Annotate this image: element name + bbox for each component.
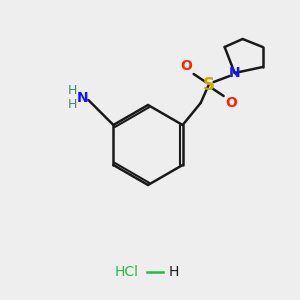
- Text: H: H: [68, 85, 77, 98]
- Text: O: O: [181, 59, 193, 73]
- Text: HCl: HCl: [115, 265, 139, 279]
- Text: H: H: [169, 265, 179, 279]
- Text: N: N: [229, 66, 241, 80]
- Text: N: N: [76, 91, 88, 105]
- Text: S: S: [202, 76, 214, 94]
- Text: H: H: [68, 98, 77, 112]
- Text: O: O: [226, 96, 238, 110]
